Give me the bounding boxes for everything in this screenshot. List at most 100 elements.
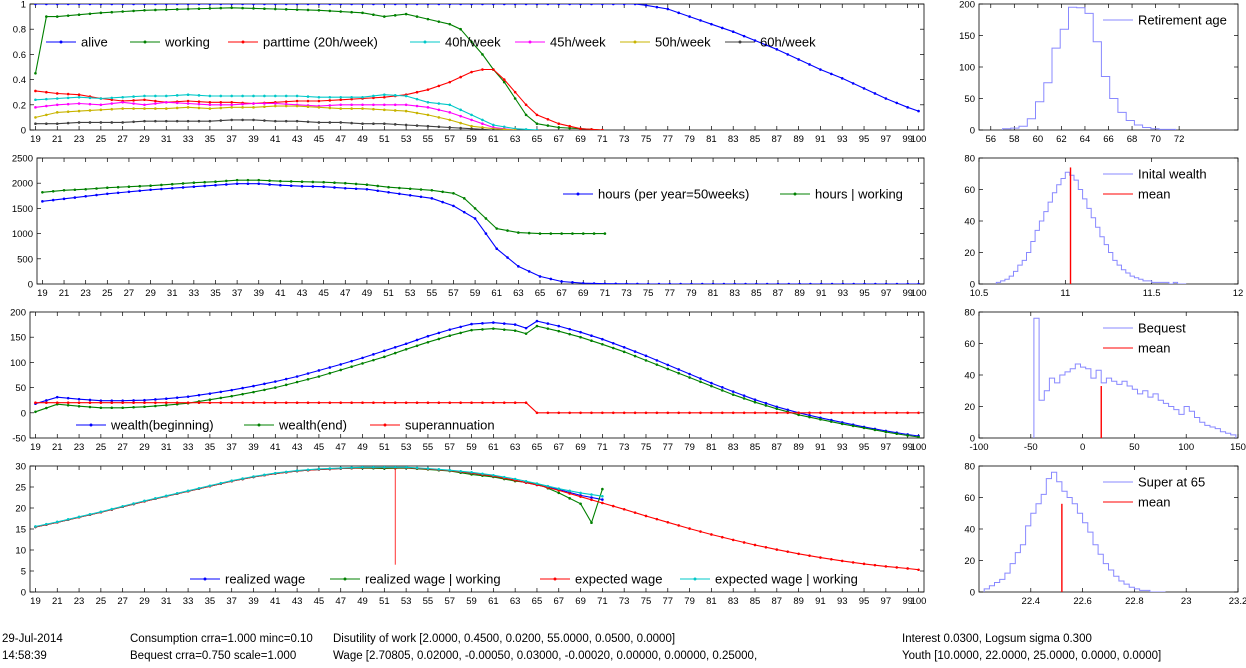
series-point (192, 181, 196, 184)
series-point (699, 377, 702, 380)
series-point (88, 513, 92, 516)
x-tick-label: 93 (837, 596, 848, 607)
x-tick-label: 71 (597, 442, 608, 453)
series-point (186, 106, 190, 109)
y-tick-label: 50 (964, 94, 975, 105)
series-point (230, 118, 233, 122)
series-point (175, 119, 179, 123)
x-tick-label: 87 (772, 134, 783, 145)
series-point (361, 107, 364, 110)
x-tick-label: 37 (226, 596, 237, 607)
series-point (742, 397, 746, 400)
series-point (644, 359, 648, 362)
legend: Super at 65 mean (1103, 475, 1205, 510)
series-point (274, 7, 277, 11)
series-point (186, 7, 190, 11)
series-point (506, 256, 509, 259)
plot-area (1002, 6, 1177, 130)
series-point (295, 104, 299, 108)
series-point (328, 99, 332, 102)
series-point (830, 282, 834, 284)
plot-area (34, 319, 920, 438)
series-point (230, 94, 233, 98)
series-point (284, 119, 288, 123)
x-tick-label: 68 (1127, 134, 1138, 145)
series-point (884, 430, 888, 434)
series-point (339, 95, 343, 99)
x-tick-label: 79 (684, 596, 695, 607)
series-point (592, 282, 596, 284)
series-point (34, 106, 37, 109)
series-point (492, 128, 495, 130)
legend: wealth(beginning) wealth(end) superannuati… (76, 418, 495, 433)
series-point (300, 180, 304, 183)
x-tick-label: 81 (706, 134, 717, 145)
x-tick-label: 31 (161, 596, 172, 607)
series-point (557, 4, 561, 6)
histogram-step (1033, 317, 1237, 438)
series-point (592, 232, 596, 235)
series-point (208, 484, 212, 488)
series-point (644, 514, 648, 518)
series-point (88, 102, 92, 106)
series-point (603, 282, 607, 284)
series-point (77, 397, 81, 401)
series-point (502, 80, 506, 84)
series-point (77, 109, 81, 113)
series-point (132, 9, 135, 13)
series-point (175, 8, 179, 11)
x-tick-label: 51 (379, 596, 390, 607)
series-point (611, 341, 615, 345)
series-point (175, 101, 179, 105)
series-point (274, 4, 277, 6)
series-point (568, 124, 571, 128)
x-tick-label: 67 (556, 288, 567, 299)
legend: alive working parttime (20h/week) 40h/week 4… (46, 35, 816, 50)
x-tick-label: 21 (52, 596, 63, 607)
x-tick-label: 31 (161, 134, 172, 145)
series-point (884, 565, 888, 568)
plot-area (983, 471, 1166, 592)
x-tick-label: 31 (161, 442, 172, 453)
x-tick-label: 29 (145, 288, 156, 299)
x-tick-label: 29 (139, 596, 150, 607)
series-point (372, 353, 375, 356)
x-tick-label: 85 (750, 134, 761, 145)
series-point (34, 98, 37, 102)
series-point (55, 92, 59, 95)
series-point (99, 4, 103, 6)
series-point (513, 401, 517, 405)
series-point (34, 525, 37, 528)
x-tick-label: 63 (513, 288, 524, 299)
series-point (644, 354, 648, 358)
series-point (473, 207, 477, 210)
series-point (481, 322, 484, 325)
series-point (502, 475, 506, 479)
series-point (143, 398, 146, 402)
x-tick-label: 19 (30, 596, 41, 607)
y-tick-label: -50 (12, 434, 26, 445)
x-tick-label: 51 (379, 134, 390, 145)
series-point (110, 507, 114, 511)
series-point (646, 282, 650, 284)
legend-label: parttime (20h/week) (263, 35, 378, 50)
series-point (328, 9, 332, 13)
series-point (311, 180, 315, 184)
chart-hist3: 0 20 40 60 80 -100 -50 0 50 100 150 Bequest mean (964, 308, 1246, 454)
x-tick-label: 47 (335, 134, 346, 145)
series-point (513, 329, 517, 332)
series-point (219, 103, 223, 107)
axes-box (29, 465, 925, 593)
series-point (470, 118, 473, 122)
x-tick-label: 37 (232, 288, 243, 299)
series-point (557, 487, 561, 490)
series-point (186, 489, 190, 493)
series-point (535, 113, 539, 117)
x-tick-label: 23.2 (1229, 596, 1246, 607)
series-point (132, 405, 135, 409)
x-tick-label: 57 (444, 596, 455, 607)
y-tick-label: 60 (964, 493, 975, 504)
series-point (66, 121, 70, 125)
series-point (121, 10, 124, 13)
series-point (143, 107, 146, 110)
